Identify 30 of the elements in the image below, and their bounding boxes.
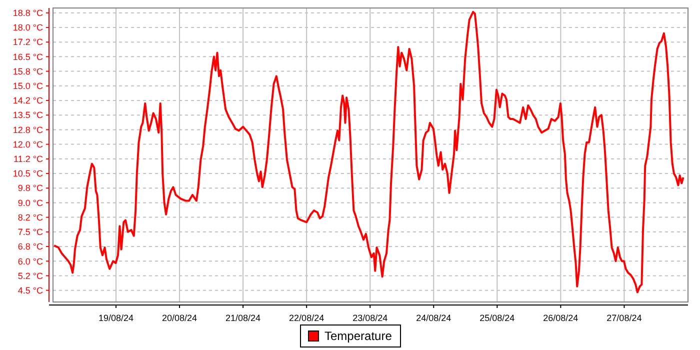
x-tick-label: 19/08/24 — [98, 313, 134, 323]
y-tick-label: 5.2 °C — [18, 270, 44, 281]
y-tick-label: 15.0 °C — [12, 81, 44, 92]
x-tick-label: 27/08/24 — [606, 313, 642, 323]
y-tick-label: 15.8 °C — [12, 66, 44, 76]
y-tick-label: 9.8 °C — [18, 183, 44, 194]
y-tick-label: 10.5 °C — [12, 168, 44, 179]
y-tick-label: 12.0 °C — [12, 139, 44, 150]
legend-label: Temperature — [324, 329, 392, 344]
y-tick-label: 8.2 °C — [18, 212, 44, 222]
x-tick-label: 26/08/24 — [543, 313, 578, 323]
y-tick-label: 16.5 °C — [12, 52, 44, 62]
y-tick-label: 7.5 °C — [18, 227, 44, 238]
y-tick-label: 14.2 °C — [12, 96, 44, 106]
y-tick-label: 17.2 °C — [12, 37, 44, 48]
x-tick-label: 25/08/24 — [480, 313, 515, 323]
x-tick-label: 21/08/24 — [226, 313, 261, 323]
y-tick-label: 6.8 °C — [18, 242, 44, 252]
y-tick-label: 4.5 °C — [18, 285, 44, 296]
y-tick-label: 18.0 °C — [12, 22, 44, 33]
x-tick-label: 24/08/24 — [416, 313, 452, 323]
y-tick-label: 12.8 °C — [12, 124, 44, 135]
x-tick-label: 20/08/24 — [162, 313, 198, 323]
x-tick-label: 22/08/24 — [289, 313, 324, 323]
y-tick-label: 13.5 °C — [12, 110, 44, 120]
y-tick-label: 9.0 °C — [18, 198, 44, 208]
y-tick-label: 6.0 °C — [18, 256, 44, 266]
x-tick-label: 23/08/24 — [352, 313, 388, 323]
y-tick-label: 18.8 °C — [12, 8, 44, 18]
y-tick-label: 11.2 °C — [14, 154, 44, 164]
